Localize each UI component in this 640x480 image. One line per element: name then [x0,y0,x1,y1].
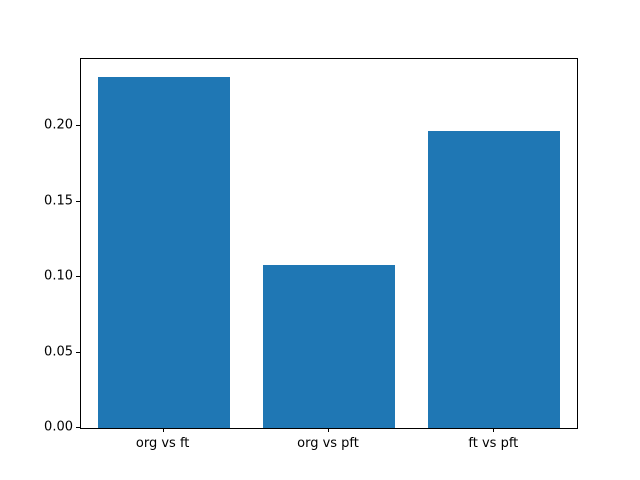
y-tick-label: 0.10 [44,268,73,284]
y-tick-mark [76,125,80,127]
bar-org-vs-ft [97,76,230,428]
plot-area [81,59,577,428]
y-tick-label: 0.15 [44,193,73,209]
x-tick-label: ft vs pft [468,436,519,451]
bar-org-vs-pft [262,265,396,428]
y-tick-mark [76,427,80,428]
x-tick-mark [328,428,329,432]
y-tick-label: 0.20 [44,117,73,133]
axes [80,58,578,429]
y-tick-label: 0.05 [44,344,73,360]
x-tick-mark [162,428,164,432]
x-tick-label: org vs ft [135,436,190,451]
y-tick-mark [76,276,80,278]
y-tick-mark [76,351,80,353]
bar-ft-vs-pft [428,130,561,428]
y-tick-label: 0.00 [44,419,73,435]
y-tick-mark [76,200,80,202]
x-tick-label: org vs pft [297,436,359,451]
x-tick-mark [493,428,495,432]
